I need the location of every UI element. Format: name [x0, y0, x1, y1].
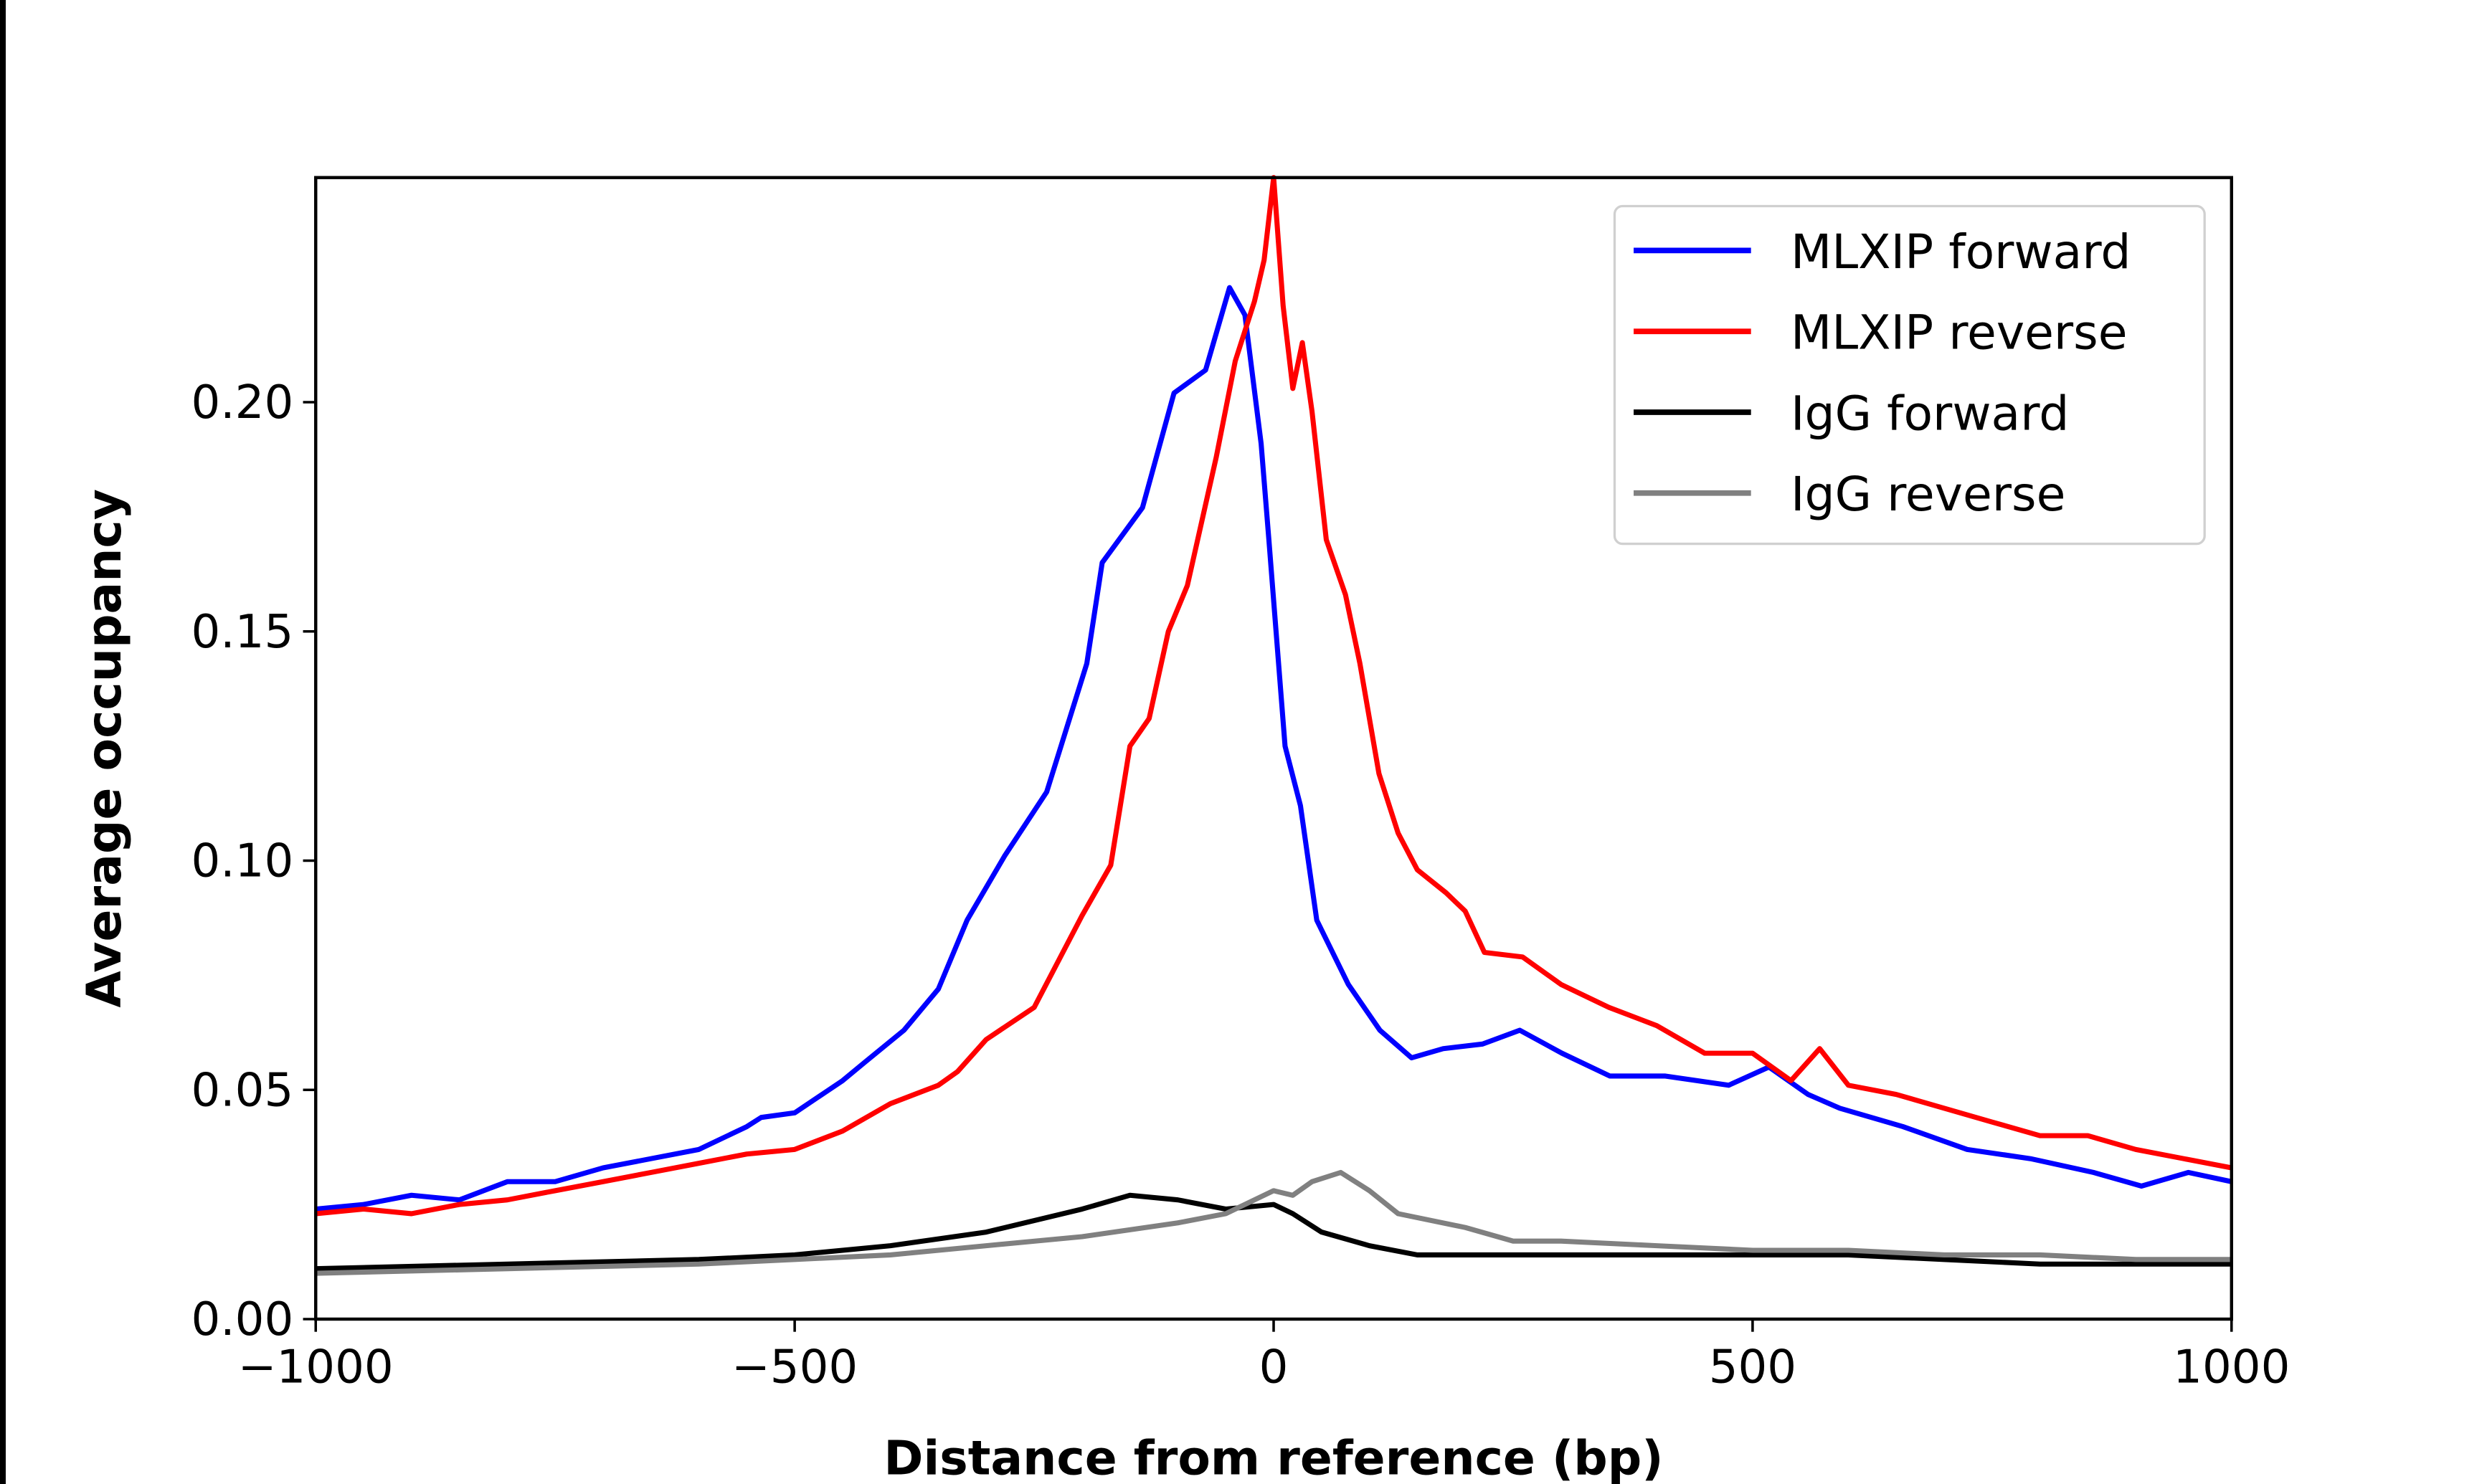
ticks-layer: −1000 −500 0 500 1000 0.00 0.05 0.10 0.15 0.20 [191, 376, 2291, 1394]
series-line-igg-reverse [316, 1169, 2232, 1276]
x-tick-label: 1000 [2173, 1340, 2290, 1394]
legend-label: MLXIP reverse [1791, 305, 2128, 361]
legend-label: MLXIP forward [1791, 224, 2131, 280]
series-layer [315, 175, 2232, 1276]
series-line-mlxip-reverse [315, 175, 2232, 1217]
y-tick-label: 0.00 [191, 1293, 294, 1346]
y-tick-label: 0.20 [191, 376, 294, 429]
legend-label: IgG forward [1791, 385, 2069, 441]
series-line-igg-forward [316, 1192, 2232, 1272]
legend-box [1613, 204, 2206, 546]
y-tick-label: 0.05 [191, 1063, 294, 1117]
x-tick-label: 500 [1709, 1340, 1796, 1394]
x-tick-label: −500 [731, 1340, 858, 1394]
y-tick-label: 0.10 [191, 834, 294, 888]
x-axis-label: Distance from reference (bp) [884, 1430, 1663, 1484]
y-axis-label: Average occupancy [76, 489, 132, 1008]
series-line-mlxip-forward [315, 285, 2232, 1212]
left-border [0, 0, 6, 1484]
legend-label: IgG reverse [1791, 466, 2065, 522]
x-tick-label: 0 [1259, 1340, 1289, 1394]
x-tick-label: −1000 [238, 1340, 394, 1394]
legend: MLXIP forward MLXIP reverse IgG forward IgG… [1613, 204, 2206, 546]
y-tick-label: 0.15 [191, 605, 294, 659]
